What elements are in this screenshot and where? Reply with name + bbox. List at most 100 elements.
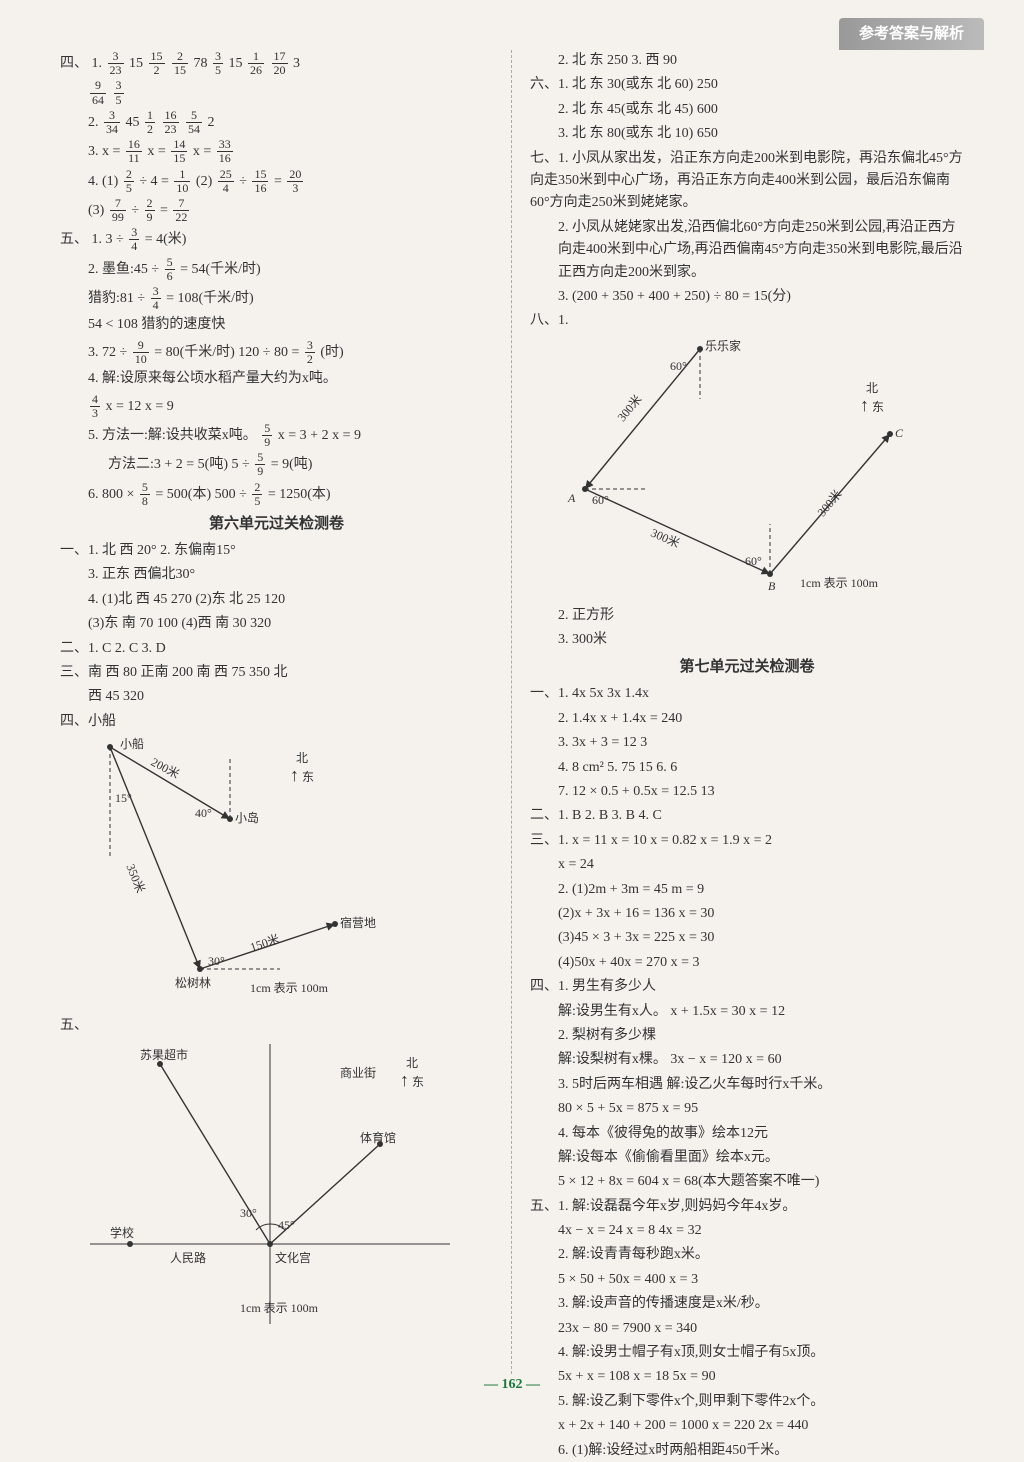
- frac: 58: [140, 481, 150, 508]
- scale-label: 1cm 表示 100m: [240, 1299, 318, 1318]
- txt: 6. 800 ×: [88, 487, 138, 502]
- diagram-boat: 北 ↑ 东 小船 小岛 宿营地 松树林 15° 40° 30° 200米 350…: [80, 739, 440, 1009]
- sec5-l2a: 2. 墨鱼:45 ÷ 56 = 54(千米/时): [60, 256, 493, 283]
- u7-3-l4: (3)45 × 3 + 3x = 225 x = 30: [530, 927, 964, 949]
- u7-4-l6: 80 × 5 + 5x = 875 x = 95: [530, 1098, 964, 1120]
- left-column: 四、 1. 323 15 152 215 78 35 15 126 1720 3…: [50, 50, 512, 1374]
- u7-3-l2: 2. (1)2m + 3m = 45 m = 9: [530, 879, 964, 901]
- label: 四、: [60, 714, 88, 729]
- angle-A: 60°: [592, 491, 609, 510]
- compass-icon: 北 ↑ 东: [290, 749, 314, 787]
- txt: 1. B 2. B 3. B 4. C: [558, 808, 662, 823]
- diagram-city: 北 ↑ 东 苏果超市 商业街 体育馆 学校 人民路 文化宫 30° 45° 1c…: [80, 1044, 460, 1334]
- u6-1-l2: 3. 正东 西偏北30°: [60, 564, 493, 586]
- u6-1-l1: 一、1. 北 西 20° 2. 东偏南15°: [60, 540, 493, 562]
- frac: 1516: [252, 168, 268, 195]
- txt: x =: [193, 144, 215, 159]
- palace-label: 文化宫: [275, 1249, 311, 1268]
- txt: = 9(吨): [271, 457, 313, 472]
- u7-2: 二、1. B 2. B 3. B 4. C: [530, 805, 964, 827]
- supermarket-label: 苏果超市: [140, 1046, 188, 1065]
- txt: 15: [129, 56, 147, 71]
- txt: = 4(米): [145, 232, 187, 247]
- east-label: 东: [872, 400, 884, 414]
- u6-5-label: 五、: [60, 1015, 493, 1037]
- u7-5-l11: 6. (1)解:设经过x时两船相距450千米。: [530, 1440, 964, 1462]
- sec4-l2: 2. 334 45 12 1623 554 2: [60, 109, 493, 136]
- u7-3-l1: 三、1. x = 11 x = 10 x = 0.82 x = 1.9 x = …: [530, 830, 964, 852]
- frac: 215: [172, 50, 188, 77]
- u6-3-l2: 西 45 320: [60, 686, 493, 708]
- sec5-l4b: 43 x = 12 x = 9: [60, 393, 493, 420]
- u7-1-l4: 4. 8 cm² 5. 75 15 6. 6: [530, 757, 964, 779]
- txt: (2): [196, 173, 212, 188]
- page-content: 四、 1. 323 15 152 215 78 35 15 126 1720 3…: [50, 50, 974, 1374]
- label: 二、: [530, 808, 558, 823]
- num: 2.: [88, 115, 99, 130]
- label: 六、: [530, 77, 558, 92]
- diagram-lele-svg: [550, 339, 930, 599]
- frac: 59: [255, 451, 265, 478]
- txt: 3. 72 ÷: [88, 345, 131, 360]
- frac: 25: [252, 481, 262, 508]
- label: 二、: [60, 641, 88, 656]
- frac: 35: [114, 79, 124, 106]
- u7-1-l5: 7. 12 × 0.5 + 0.5x = 12.5 13: [530, 781, 964, 803]
- pre-l1: 2. 北 东 250 3. 西 90: [530, 50, 964, 72]
- txt: 15: [229, 56, 247, 71]
- school-label: 学校: [110, 1224, 134, 1243]
- label: 三、: [530, 833, 558, 848]
- header-tab: 参考答案与解析: [839, 18, 984, 50]
- u7-4-l7: 4. 每本《彼得兔的故事》绘本12元: [530, 1123, 964, 1145]
- u7-5-l10: x + 2x + 140 + 200 = 1000 x = 220 2x = 4…: [530, 1415, 964, 1437]
- u7-4-l8: 解:设每本《偷偷看里面》绘本x元。: [530, 1147, 964, 1169]
- frac: 1611: [126, 138, 142, 165]
- txt: 1. 男生有多少人: [558, 979, 656, 994]
- frac: 254: [218, 168, 234, 195]
- sec4-l4b: (3) 799 ÷ 29 = 722: [60, 197, 493, 224]
- arrow-icon: ↑: [290, 765, 299, 785]
- page-number: — 162 —: [0, 1374, 1024, 1396]
- angle-45: 45°: [278, 1216, 295, 1235]
- s6-l1: 六、1. 北 东 30(或东 北 60) 250: [530, 74, 964, 96]
- label: 五、: [530, 1199, 558, 1214]
- diagram-lele: 北 ↑ 东 乐乐家 A B C 60° 60° 60° 300米 300米 30…: [550, 339, 930, 599]
- txt: ÷ 4 =: [139, 173, 172, 188]
- s6-l3: 3. 北 东 80(或东 北 10) 650: [530, 123, 964, 145]
- txt: 4. (1): [88, 173, 118, 188]
- angle-40: 40°: [195, 804, 212, 823]
- frac: 1623: [163, 109, 179, 136]
- unit7-title: 第七单元过关检测卷: [530, 655, 964, 679]
- frac: 1720: [272, 50, 288, 77]
- frac: 152: [149, 50, 165, 77]
- sec4-l1b: 964 35: [60, 79, 493, 106]
- txt: x = 3 + 2 x = 9: [278, 428, 361, 443]
- sec5-l6: 6. 800 × 58 = 500(本) 500 ÷ 25 = 1250(本): [60, 481, 493, 508]
- angle-top: 60°: [670, 357, 687, 376]
- frac: 32: [305, 339, 315, 366]
- pine-label: 松树林: [175, 974, 211, 993]
- txt: (时): [320, 345, 343, 360]
- angle-B: 60°: [745, 552, 762, 571]
- frac: 722: [173, 197, 189, 224]
- txt: 1. 小凤从家出发，沿正东方向走200米到电影院，再沿东偏北45°方向走350米…: [530, 151, 963, 211]
- frac: 334: [104, 109, 120, 136]
- sec5-l5b: 方法二:3 + 2 = 5(吨) 5 ÷ 59 = 9(吨): [60, 451, 493, 478]
- sec5-l2b: 猎豹:81 ÷ 34 = 108(千米/时): [60, 285, 493, 312]
- u7-5-l2: 4x − x = 24 x = 8 4x = 32: [530, 1220, 964, 1242]
- u7-1-l3: 3. 3x + 3 = 12 3: [530, 732, 964, 754]
- u6-1-l3: 4. (1)北 西 45 270 (2)东 北 25 120: [60, 589, 493, 611]
- angle-30: 30°: [208, 952, 225, 971]
- txt: = 1250(本): [268, 487, 331, 502]
- label: 一、: [530, 686, 558, 701]
- s8-l1: 八、1.: [530, 310, 964, 332]
- u7-3-l5: (4)50x + 40x = 270 x = 3: [530, 952, 964, 974]
- txt: = 500(本) 500 ÷: [155, 487, 250, 502]
- txt: = 108(千米/时): [166, 291, 254, 306]
- s8-l2: 2. 正方形: [530, 605, 964, 627]
- renmin-label: 人民路: [170, 1249, 206, 1268]
- frac: 35: [213, 50, 223, 77]
- sec5-l5a: 5. 方法一:解:设共收菜x吨。 59 x = 3 + 2 x = 9: [60, 422, 493, 449]
- sec4-l3: 3. x = 1611 x = 1415 x = 3316: [60, 138, 493, 165]
- u6-3-l1: 三、南 西 80 正南 200 南 西 75 350 北: [60, 662, 493, 684]
